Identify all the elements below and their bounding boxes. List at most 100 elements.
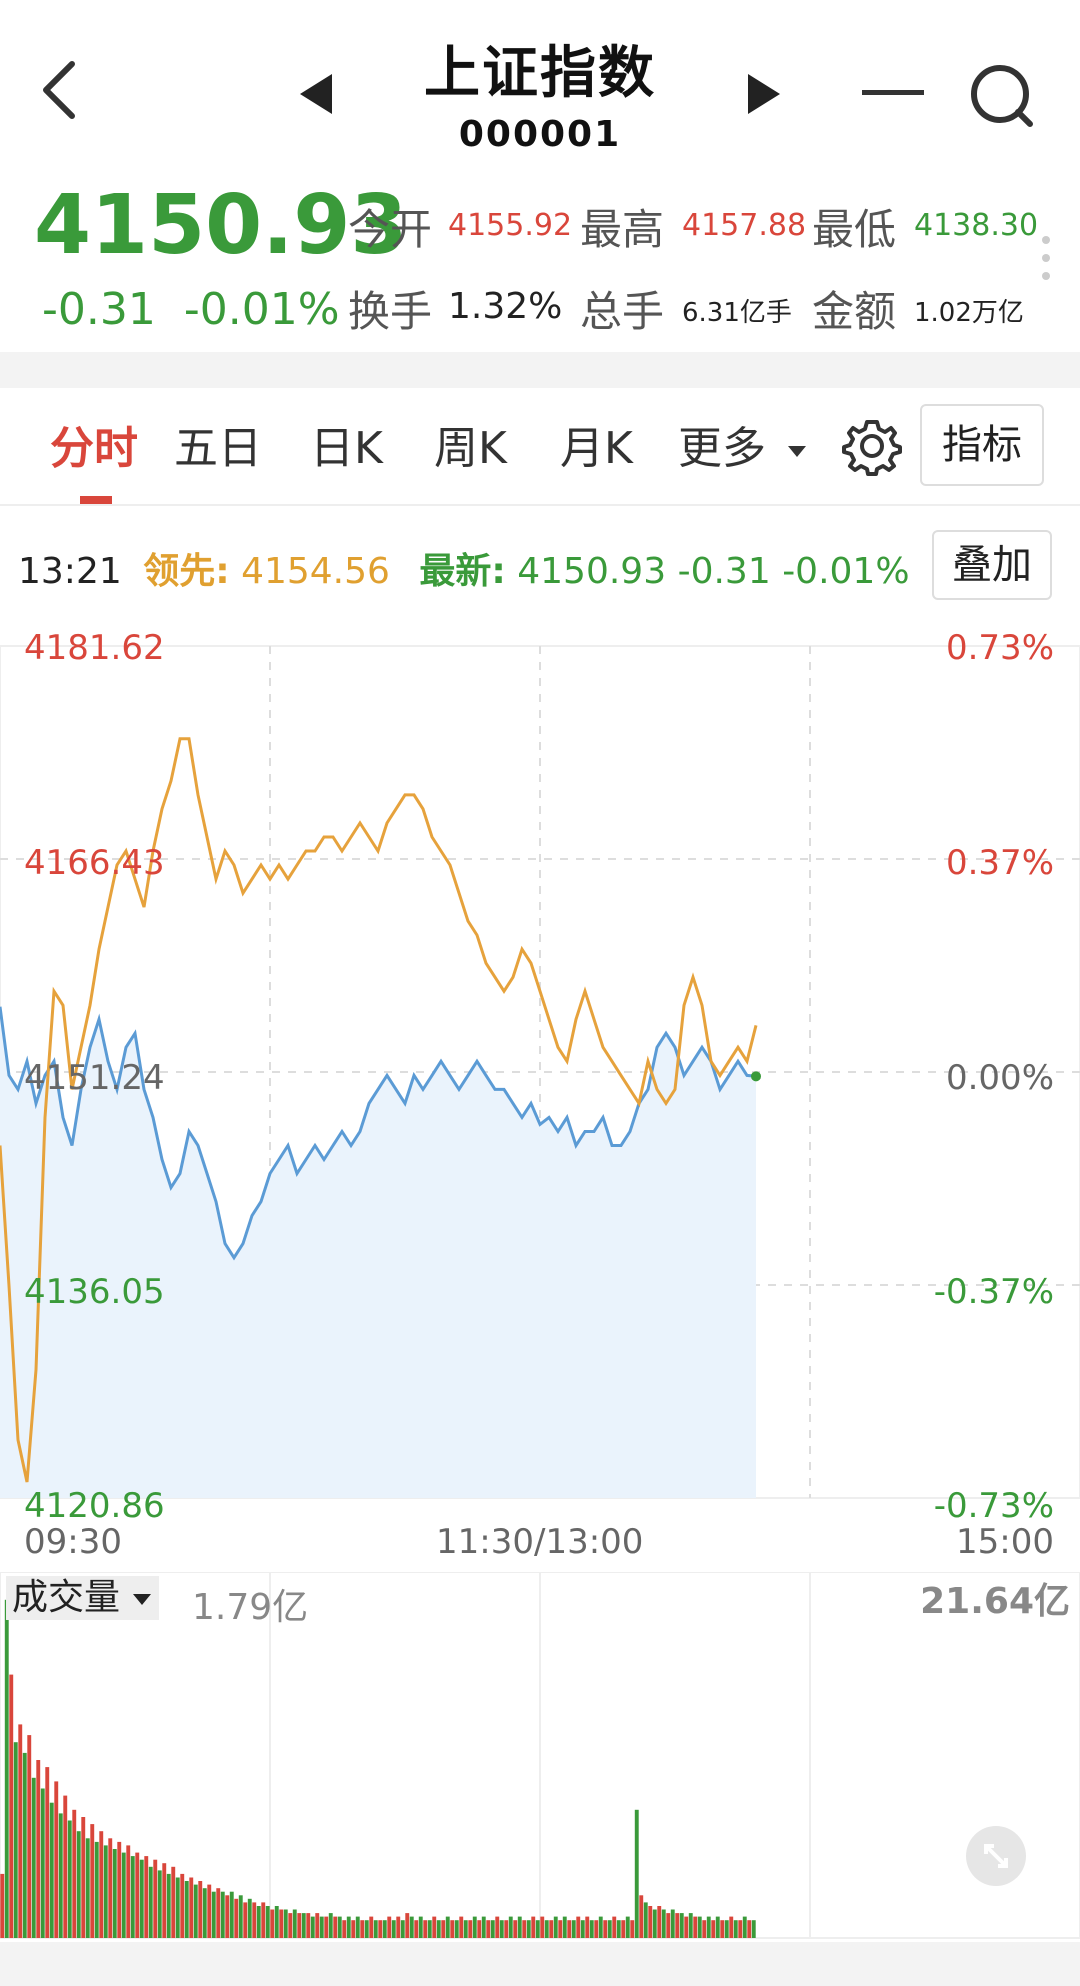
tab-monthly-k[interactable]: 月K (560, 423, 633, 474)
stock-code: 000001 (458, 114, 622, 155)
change-percent: -0.01% (183, 284, 340, 335)
volume-bar (733, 1920, 738, 1938)
volume-bar (175, 1877, 180, 1938)
minimize-icon[interactable] (862, 88, 924, 98)
volume-bar (711, 1920, 716, 1938)
y-tick-right-1: 0.73% (945, 628, 1054, 668)
volume-bar (229, 1891, 234, 1938)
volume-bar (607, 1920, 612, 1938)
y-tick-left-5: 4120.86 (24, 1486, 165, 1526)
volume-bar (378, 1920, 383, 1938)
fullscreen-icon[interactable] (964, 1824, 1028, 1888)
volume-bar (630, 1920, 635, 1938)
tab-weekly-k[interactable]: 周K (434, 423, 507, 474)
y-tick-left-2: 4166.43 (24, 843, 165, 883)
volume-bar (72, 1809, 77, 1938)
overlay-button[interactable]: 叠加 (932, 530, 1052, 600)
volume-bar (666, 1913, 671, 1938)
volume-bar (189, 1877, 194, 1938)
lead-label: 领先: (143, 551, 230, 592)
volume-label: 总手 (580, 287, 665, 336)
volume-bar (180, 1873, 185, 1938)
next-stock-icon[interactable] (744, 72, 784, 116)
volume-bar (283, 1909, 288, 1938)
volume-bar (513, 1920, 518, 1938)
volume-bar (153, 1859, 158, 1938)
volume-bar (387, 1916, 392, 1938)
volume-selector-label: 成交量 (12, 1577, 121, 1618)
tab-intraday[interactable]: 分时 (50, 423, 138, 474)
volume-max-value: 21.64亿 (920, 1581, 1070, 1622)
volume-bar (751, 1920, 756, 1938)
volume-bar (558, 1920, 563, 1938)
volume-bar (252, 1902, 257, 1938)
amount-label: 金额 (812, 287, 897, 336)
volume-bar (261, 1902, 266, 1938)
volume-bar (220, 1891, 225, 1938)
volume-bar (310, 1916, 315, 1938)
price-area-fill (0, 1006, 756, 1498)
volume-bar (256, 1906, 261, 1938)
tab-daily-k[interactable]: 日K (310, 423, 383, 474)
cursor-time: 13:21 (18, 551, 122, 592)
volume-bar (58, 1813, 63, 1938)
volume-bar (562, 1916, 567, 1938)
volume-bar (171, 1866, 176, 1938)
volume-bar (418, 1916, 423, 1938)
price-change: -0.31 -0.01% (42, 284, 340, 335)
volume-bar (544, 1920, 549, 1938)
gear-icon[interactable] (842, 416, 902, 476)
volume-value: 6.31亿手 (682, 298, 792, 328)
volume-current-value: 1.79亿 (192, 1587, 309, 1628)
volume-bar (634, 1809, 639, 1938)
volume-bar (315, 1913, 320, 1938)
volume-bar (288, 1913, 293, 1938)
caret-down-icon (788, 446, 806, 457)
open-value: 4155.92 (448, 208, 573, 243)
y-tick-right-4: -0.37% (933, 1272, 1054, 1312)
volume-bar (400, 1920, 405, 1938)
search-icon[interactable] (968, 62, 1036, 130)
more-vertical-icon[interactable] (1040, 234, 1052, 282)
volume-bar (306, 1913, 311, 1938)
turnover-value: 1.32% (448, 286, 563, 327)
back-icon[interactable] (38, 58, 82, 122)
x-tick-noon: 11:30/13:00 (436, 1522, 644, 1562)
volume-chart (0, 1572, 1080, 1939)
volume-bar (117, 1841, 122, 1938)
low-label: 最低 (812, 205, 897, 254)
volume-bar (76, 1831, 81, 1938)
volume-bar (688, 1913, 693, 1938)
indicator-button[interactable]: 指标 (920, 404, 1044, 486)
prev-stock-icon[interactable] (296, 72, 336, 116)
volume-bar (126, 1845, 131, 1938)
volume-bar (657, 1906, 662, 1938)
y-tick-left-4: 4136.05 (24, 1272, 165, 1312)
volume-bar (594, 1920, 599, 1938)
volume-selector[interactable]: 成交量 (6, 1576, 160, 1620)
volume-bar (526, 1920, 531, 1938)
volume-bar (702, 1920, 707, 1938)
volume-bar (670, 1909, 675, 1938)
volume-bar (364, 1920, 369, 1938)
volume-bar (459, 1916, 464, 1938)
volume-bar (531, 1916, 536, 1938)
volume-bar (553, 1916, 558, 1938)
tab-five-day[interactable]: 五日 (174, 423, 262, 474)
low-value: 4138.30 (914, 208, 1039, 243)
volume-bar (477, 1920, 482, 1938)
volume-bar (522, 1920, 527, 1938)
amount-value: 1.02万亿 (914, 298, 1024, 328)
y-tick-left-1: 4181.62 (24, 628, 165, 668)
volume-bar (405, 1913, 410, 1938)
volume-bar (738, 1920, 743, 1938)
volume-bar (54, 1781, 59, 1938)
volume-bar (144, 1856, 149, 1938)
volume-bar (445, 1916, 450, 1938)
volume-bar (13, 1742, 18, 1938)
price-line (0, 1006, 757, 1261)
volume-bar (441, 1920, 446, 1938)
volume-bar (49, 1802, 54, 1938)
volume-bar (684, 1916, 689, 1938)
tab-more[interactable]: 更多 (678, 412, 808, 476)
